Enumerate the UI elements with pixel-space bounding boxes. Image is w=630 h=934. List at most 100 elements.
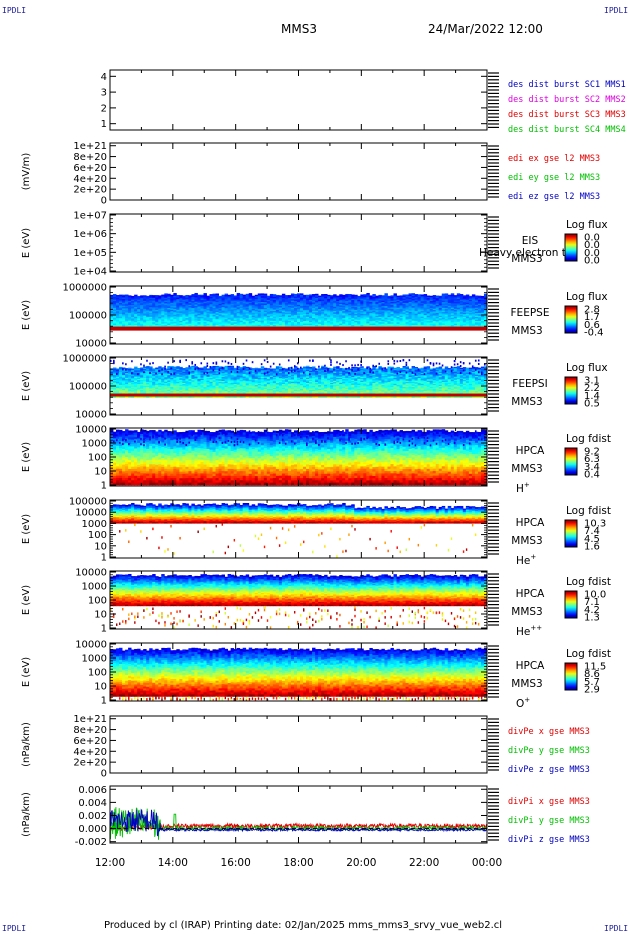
legend-entry: des dist burst SC3 MMS3 xyxy=(508,110,626,120)
colorbar-title: Log fdist xyxy=(566,433,611,445)
series-line-3 xyxy=(109,808,488,837)
instrument-name: EIS xyxy=(522,235,539,247)
colorbar-label: 9.2 xyxy=(584,447,600,458)
colorbar-label: 11.5 xyxy=(584,662,606,673)
colorbar-label: 10.0 xyxy=(584,590,606,601)
colorbar xyxy=(564,519,578,548)
y-tick-label: 0.004 xyxy=(78,798,107,809)
corner-label-bottom-right: IPDLI xyxy=(604,924,629,933)
instrument-name: HPCA xyxy=(516,445,546,457)
colorbar-label: 2.9 xyxy=(584,685,600,696)
y-tick-label: 100 xyxy=(88,668,107,679)
y-axis-label: (mV/m) xyxy=(21,153,32,191)
y-tick-label: 0.000 xyxy=(78,824,107,835)
species-charge: + xyxy=(524,481,530,489)
colorbar xyxy=(564,662,578,691)
legend-entry: edi ez gse l2 MMS3 xyxy=(508,192,600,202)
panel-frame xyxy=(109,785,488,844)
legend-entry: edi ey gse l2 MMS3 xyxy=(508,173,600,183)
y-axis-label: E (eV) xyxy=(21,300,32,330)
colorbar-label: 0.4 xyxy=(584,470,600,481)
colorbar-label: 2.8 xyxy=(584,305,600,316)
y-tick-label: 4e+20 xyxy=(73,174,107,185)
y-tick-label: 6e+20 xyxy=(73,163,107,174)
feeps-floor-band xyxy=(110,393,487,397)
panel-frame xyxy=(109,213,488,273)
colorbar-label: 10.3 xyxy=(584,519,606,530)
x-tick-label: 18:00 xyxy=(283,857,313,869)
panel-p4: 10000 100000 1000000 E (eV) FEEPSE MMS3 Log fl… xyxy=(21,283,608,350)
species-charge: ++ xyxy=(530,624,542,632)
panel-frame xyxy=(109,142,488,201)
x-tick-label: 14:00 xyxy=(158,857,188,869)
legend-entry: des dist burst SC2 MMS2 xyxy=(508,95,626,105)
x-tick-label: 12:00 xyxy=(95,857,125,869)
y-tick-label: 1e+07 xyxy=(73,211,107,222)
colorbar-label: 1.6 xyxy=(584,542,600,553)
colorbar-label: 3.1 xyxy=(584,376,600,387)
colorbar xyxy=(564,447,578,476)
legend-entry: divPe z gse MMS3 xyxy=(508,765,590,775)
y-tick-label: 10000 xyxy=(75,508,107,519)
legend-entry: divPi x gse MMS3 xyxy=(508,797,590,807)
colorbar-label: 8.6 xyxy=(584,669,600,680)
colorbar-label: 0.0 xyxy=(584,256,600,267)
instrument-spacecraft: MMS3 xyxy=(511,606,542,618)
y-tick-label: 10 xyxy=(94,610,107,621)
legend-entry: edi ex gse l2 MMS3 xyxy=(508,154,600,164)
instrument-name: FEEPSI xyxy=(512,378,547,390)
y-axis-label: E (eV) xyxy=(21,228,32,258)
colorbar-label: 0.5 xyxy=(584,399,600,410)
instrument-spacecraft: MMS3 xyxy=(511,678,542,690)
instrument-spacecraft: MMS3 xyxy=(511,535,542,547)
colorbar-label: 0.6 xyxy=(584,320,600,331)
colorbar-title: Log flux xyxy=(566,291,608,303)
colorbar-label: 3.4 xyxy=(584,462,600,473)
legend-entry: divPe y gse MMS3 xyxy=(508,746,590,756)
footer-credits: Produced by cl (IRAP) Printing date: 02/… xyxy=(104,920,503,931)
corner-label-top-left: IPDLI xyxy=(2,6,27,15)
colorbar-label: 4.5 xyxy=(584,534,600,545)
colorbar-label: 1.4 xyxy=(584,391,600,402)
y-tick-label: 1000 xyxy=(82,654,107,665)
spectrogram-p8 xyxy=(110,573,488,630)
y-tick-label: 10000 xyxy=(75,640,107,651)
y-axis-label: (nPa/km) xyxy=(21,792,32,837)
y-tick-label: 10 xyxy=(94,541,107,552)
panel-p11: -0.002 0.000 0.002 0.004 0.006 (nPa/km) divPi … xyxy=(21,785,590,848)
y-tick-label: 1000 xyxy=(82,519,107,530)
corner-label-bottom-left: IPDLI xyxy=(2,924,27,933)
panel-p9: 1 10 100 1000 10000 E (eV) HPCA MMS3 O+ Log fdist… xyxy=(21,640,611,711)
y-tick-label: 10 xyxy=(94,467,107,478)
y-axis-label: E (eV) xyxy=(21,514,32,544)
instrument-name: HPCA xyxy=(516,660,546,672)
species-label: He+ xyxy=(516,553,536,567)
feeps-floor-band xyxy=(110,326,487,331)
y-tick-label: 0.006 xyxy=(78,785,107,796)
colorbar-title: Log fdist xyxy=(566,576,611,588)
y-tick-label: 100 xyxy=(88,453,107,464)
spacecraft-title: MMS3 xyxy=(281,22,317,36)
y-tick-label: 100000 xyxy=(69,497,107,508)
instrument-spacecraft: MMS3 xyxy=(511,396,542,408)
y-tick-label: 0.002 xyxy=(78,811,107,822)
panel-p8: 1 10 100 1000 10000 E (eV) HPCA MMS3 He++ Log fdi… xyxy=(21,568,611,639)
colorbar-label: 2.2 xyxy=(584,383,600,394)
y-tick-label: 2e+20 xyxy=(73,185,107,196)
colorbar xyxy=(564,590,578,619)
y-axis-label: E (eV) xyxy=(21,585,32,615)
y-tick-label: 2 xyxy=(101,103,107,114)
y-tick-label: 100 xyxy=(88,530,107,541)
y-tick-label: 1e+06 xyxy=(73,229,107,240)
panel-frame xyxy=(109,715,488,774)
y-tick-label: 1000000 xyxy=(62,354,107,365)
spectrogram-p9 xyxy=(110,647,488,702)
x-tick-label: 16:00 xyxy=(221,857,251,869)
x-tick-label: 00:00 xyxy=(472,857,502,869)
species-label: O+ xyxy=(516,696,530,710)
y-tick-label: 1 xyxy=(101,119,107,130)
datetime-title: 24/Mar/2022 12:00 xyxy=(428,22,543,36)
y-tick-label: 3 xyxy=(101,88,107,99)
